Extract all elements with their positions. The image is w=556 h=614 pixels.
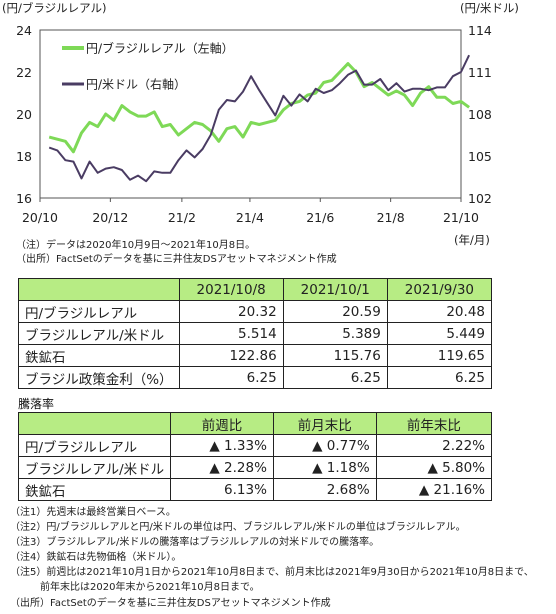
cell-value: ▲ 1.18% <box>272 456 377 479</box>
price-table-header: 2021/10/8 <box>178 278 284 301</box>
change-table: 前週比 前月末比 前年末比 円/ブラジルレアル ▲ 1.33% ▲ 0.77% … <box>17 412 493 501</box>
cell-value: 5.514 <box>178 322 284 345</box>
cell-value: 2.22% <box>375 434 493 457</box>
footnote: 前年末比は2020年末から2021年10月8日まで。 <box>10 582 260 593</box>
y-left-tick-label: 18 <box>16 149 32 164</box>
legend-label: 円/米ドル（右軸） <box>86 77 186 92</box>
cell-value: ▲ 2.28% <box>170 456 274 479</box>
y-left-tick-label: 22 <box>16 65 32 80</box>
table-row: 鉄鉱石 122.86 115.76 119.65 <box>18 344 493 367</box>
y-right-tick-label: 114 <box>468 23 492 38</box>
y-right-tick-label: 102 <box>468 191 492 206</box>
table-row: ブラジル政策金利（%） 6.25 6.25 6.25 <box>18 366 493 389</box>
row-label: ブラジル政策金利（%） <box>18 366 180 389</box>
chart-note: （注）データは2020年10月9日～2021年10月8日。 <box>16 240 256 251</box>
x-tick-label: 21/6 <box>306 210 334 225</box>
footnote: （注2）円/ブラジルレアルと円/米ドルの単位は円、ブラジルレアル/米ドルの単位は… <box>10 522 466 533</box>
y-left-tick-label: 24 <box>16 23 32 38</box>
cell-value: 6.25 <box>282 366 388 389</box>
cell-value: 119.65 <box>386 344 493 367</box>
cell-value: 6.25 <box>386 366 493 389</box>
x-tick-label: 20/10 <box>22 210 58 225</box>
cell-value: ▲ 0.77% <box>272 434 377 457</box>
price-table-header: 2021/10/1 <box>282 278 388 301</box>
y-left-tick-label: 16 <box>16 191 32 206</box>
chart-source: （出所）FactSetのデータを基に三井住友DSアセットマネジメント作成 <box>16 254 337 265</box>
cell-value: 115.76 <box>282 344 388 367</box>
footnote: （注3）ブラジルレアル/米ドルの騰落率はブラジルレアルの対米ドルでの騰落率。 <box>10 537 380 548</box>
row-label: 円/ブラジルレアル <box>18 300 180 323</box>
footnote-source: （出所）FactSetのデータを基に三井住友DSアセットマネジメント作成 <box>10 598 331 609</box>
y-left-axis-title: (円/ブラジルレアル) <box>2 1 107 15</box>
row-label: ブラジルレアル/米ドル <box>18 322 180 345</box>
cell-value: ▲ 1.33% <box>170 434 274 457</box>
row-label: 円/ブラジルレアル <box>17 434 172 457</box>
change-table-header: 前年末比 <box>375 412 493 435</box>
legend-label: 円/ブラジルレアル（左軸） <box>86 41 234 56</box>
x-tick-label: 20/12 <box>92 210 128 225</box>
footnote: （注4）鉄鉱石は先物価格（米ドル）。 <box>10 552 182 563</box>
price-table: 2021/10/8 2021/10/1 2021/9/30 円/ブラジルレアル … <box>18 278 493 389</box>
table-row: 円/ブラジルレアル 20.32 20.59 20.48 <box>18 300 493 323</box>
footnote: （注5）前週比は2021年10月1日から2021年10月8日まで、前月末比は20… <box>10 567 534 578</box>
cell-value: 5.389 <box>282 322 388 345</box>
change-table-header: 前月末比 <box>272 412 377 435</box>
cell-value: 6.25 <box>178 366 284 389</box>
change-table-corner <box>17 412 172 435</box>
price-table-header: 2021/9/30 <box>386 278 493 301</box>
row-label: ブラジルレアル/米ドル <box>17 456 172 479</box>
cell-value: ▲ 21.16% <box>375 478 493 501</box>
cell-value: 2.68% <box>272 478 377 501</box>
footnote: （注1）先週末は最終営業日ベース。 <box>10 507 176 518</box>
y-right-tick-label: 108 <box>468 107 492 122</box>
change-table-title: 騰落率 <box>18 397 55 411</box>
x-axis-unit: (年/月) <box>454 233 490 247</box>
cell-value: 20.48 <box>386 300 493 323</box>
row-label: 鉄鉱石 <box>17 478 172 501</box>
series-line-usd-jpy <box>48 54 471 183</box>
x-tick-label: 21/2 <box>168 210 196 225</box>
series-line-brl-jpy <box>48 62 470 154</box>
cell-value: ▲ 5.80% <box>375 456 493 479</box>
table-row: 円/ブラジルレアル ▲ 1.33% ▲ 0.77% 2.22% <box>17 434 493 457</box>
y-right-tick-label: 105 <box>468 149 492 164</box>
y-right-tick-label: 111 <box>468 65 492 80</box>
cell-value: 6.13% <box>170 478 274 501</box>
price-table-corner <box>18 278 180 301</box>
x-tick-label: 21/10 <box>443 210 479 225</box>
y-left-tick-label: 20 <box>16 107 32 122</box>
table-row: ブラジルレアル/米ドル ▲ 2.28% ▲ 1.18% ▲ 5.80% <box>17 456 493 479</box>
row-label: 鉄鉱石 <box>18 344 180 367</box>
cell-value: 20.32 <box>178 300 284 323</box>
table-row: 鉄鉱石 6.13% 2.68% ▲ 21.16% <box>17 478 493 501</box>
y-right-axis-title: (円/米ドル) <box>460 1 519 15</box>
plot-frame <box>39 29 462 199</box>
cell-value: 5.449 <box>386 322 493 345</box>
x-tick-label: 21/4 <box>236 210 264 225</box>
table-row: ブラジルレアル/米ドル 5.514 5.389 5.449 <box>18 322 493 345</box>
change-table-header: 前週比 <box>170 412 274 435</box>
cell-value: 122.86 <box>178 344 284 367</box>
plot-area: 16 18 20 22 24 102 105 108 111 114 20/10 20/12 21/2 2… <box>16 23 492 225</box>
x-tick-label: 21/8 <box>377 210 405 225</box>
cell-value: 20.59 <box>282 300 388 323</box>
exchange-rate-chart: (円/ブラジルレアル) (円/米ドル) (年/月) 16182022241021… <box>2 1 519 247</box>
